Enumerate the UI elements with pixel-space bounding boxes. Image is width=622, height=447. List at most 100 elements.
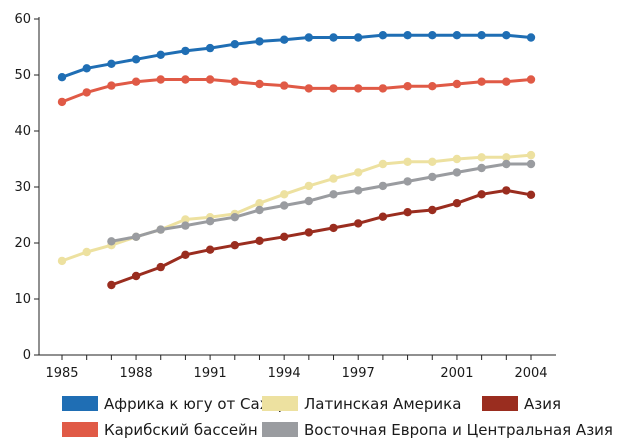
data-point (205, 43, 215, 53)
data-point (131, 271, 141, 281)
data-point (378, 31, 388, 40)
y-tick-label: 50 (14, 68, 31, 83)
data-point (82, 88, 91, 97)
data-point (230, 241, 239, 250)
data-point (378, 84, 388, 93)
data-point (428, 31, 437, 40)
legend-item: Азия (482, 395, 561, 413)
x-tick-label: 1994 (268, 366, 301, 381)
data-point (280, 81, 289, 90)
data-point (452, 154, 462, 164)
data-point (304, 196, 313, 206)
data-point (477, 31, 486, 40)
data-point (156, 262, 165, 272)
data-point (107, 237, 116, 246)
legend-swatch (262, 396, 298, 411)
legend-label: Восточная Европа и Центральная Азия (304, 421, 613, 439)
data-point (329, 84, 338, 93)
data-point (304, 84, 313, 93)
y-tick-label: 40 (14, 124, 31, 139)
data-point (378, 181, 388, 191)
legend-label: Карибский бассейн (104, 421, 258, 439)
legend-item: Восточная Европа и Центральная Азия (262, 421, 613, 439)
data-point (304, 181, 313, 191)
axes: 0 10 20 30 40 50 60 1985 1988 1991 1994 1997 2001 200… (14, 12, 556, 381)
data-point (452, 199, 462, 208)
data-point (280, 232, 289, 241)
data-point (57, 256, 67, 266)
data-point (280, 35, 289, 44)
data-point (181, 215, 190, 224)
data-point (181, 250, 190, 259)
data-point (403, 31, 412, 40)
y-tick-label: 20 (14, 236, 31, 251)
x-tick-label: 1991 (194, 366, 227, 381)
data-point (452, 168, 462, 177)
x-tick-label: 1997 (342, 366, 375, 381)
data-point (403, 82, 412, 91)
legend-item: Латинская Америка (262, 395, 461, 413)
data-point (131, 55, 141, 64)
data-point (477, 190, 486, 199)
data-point (526, 190, 536, 199)
data-point (181, 75, 190, 84)
data-point (502, 153, 511, 162)
series-1 (57, 75, 536, 107)
data-point (255, 79, 264, 89)
data-point (304, 33, 313, 42)
data-point (354, 186, 363, 195)
data-point (82, 64, 91, 73)
series-layer (57, 31, 536, 290)
data-point (181, 221, 190, 230)
data-point (526, 33, 536, 42)
data-point (131, 232, 141, 241)
legend-swatch (482, 396, 518, 411)
data-point (403, 157, 412, 166)
data-point (329, 223, 338, 233)
data-point (205, 245, 215, 254)
data-point (354, 33, 363, 42)
series-4 (107, 186, 536, 290)
data-point (181, 46, 190, 56)
x-tick-label: 2001 (440, 366, 473, 381)
series-3 (107, 159, 536, 246)
data-point (255, 236, 264, 245)
series-line (110, 188, 532, 287)
legend-label: Азия (524, 395, 561, 413)
data-point (378, 159, 388, 169)
y-tick-label: 10 (14, 292, 31, 307)
data-point (428, 172, 437, 182)
legend-swatch (62, 396, 98, 411)
data-point (329, 33, 338, 42)
data-point (502, 186, 511, 195)
x-tick-label: 1988 (120, 366, 153, 381)
data-point (57, 97, 67, 107)
data-point (329, 190, 338, 199)
data-point (329, 174, 338, 183)
data-point (57, 73, 67, 82)
y-tick-label: 30 (14, 180, 31, 195)
x-tick-label: 1985 (45, 366, 78, 381)
data-point (378, 212, 388, 221)
data-point (354, 168, 363, 177)
data-point (354, 219, 363, 228)
data-point (156, 50, 165, 59)
data-point (107, 81, 116, 90)
data-point (428, 157, 437, 166)
data-point (304, 228, 313, 237)
data-point (502, 159, 511, 169)
x-tick-label: 2004 (514, 366, 547, 381)
data-point (230, 40, 239, 49)
data-point (230, 213, 239, 222)
series-0 (57, 31, 536, 82)
data-point (131, 77, 141, 86)
legend-item: Африка к югу от Сахары (62, 395, 299, 413)
data-point (230, 77, 239, 86)
data-point (255, 205, 264, 215)
data-point (156, 225, 165, 234)
legend-label: Африка к югу от Сахары (104, 395, 299, 413)
data-point (107, 280, 116, 290)
data-point (255, 37, 264, 46)
legend: Африка к югу от Сахары Латинская Америка А… (62, 395, 613, 439)
